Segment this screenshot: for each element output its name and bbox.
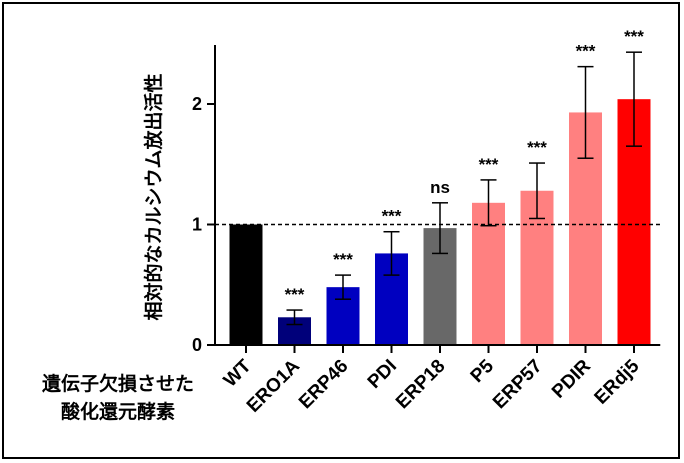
- x-tick-label: PDIR: [548, 355, 595, 402]
- significance-label: ***: [576, 42, 596, 61]
- x-axis-label-line-2: 酸化還元酵素: [61, 400, 175, 423]
- bar-p5: [472, 202, 505, 345]
- y-tick-label: 0: [192, 335, 202, 355]
- significance-label: ***: [527, 138, 547, 157]
- significance-label: ***: [285, 285, 305, 304]
- x-axis-label-line-1: 遺伝子欠損させた: [42, 372, 194, 395]
- chart-frame: [2, 2, 680, 459]
- significance-label: ns: [430, 178, 450, 197]
- x-tick-label: PDI: [364, 356, 401, 393]
- x-tick-label: WT: [220, 355, 256, 391]
- significance-label: ***: [479, 155, 499, 174]
- y-axis-label: 相対的なカルシウム放出活性: [142, 73, 165, 320]
- x-tick-label: P5: [467, 355, 499, 387]
- x-tick-label: ERP57: [489, 356, 546, 413]
- significance-label: ***: [624, 27, 644, 46]
- x-tick-label: ERP18: [392, 356, 449, 413]
- y-tick-label: 2: [192, 94, 202, 114]
- x-tick-label: ERdj5: [591, 355, 644, 408]
- bar-wt: [229, 224, 263, 345]
- y-tick-label: 1: [192, 215, 202, 235]
- x-tick-label: ERP46: [295, 356, 352, 413]
- significance-label: ***: [333, 250, 353, 269]
- x-tick-label: ERO1A: [243, 355, 304, 416]
- significance-label: ***: [382, 207, 402, 226]
